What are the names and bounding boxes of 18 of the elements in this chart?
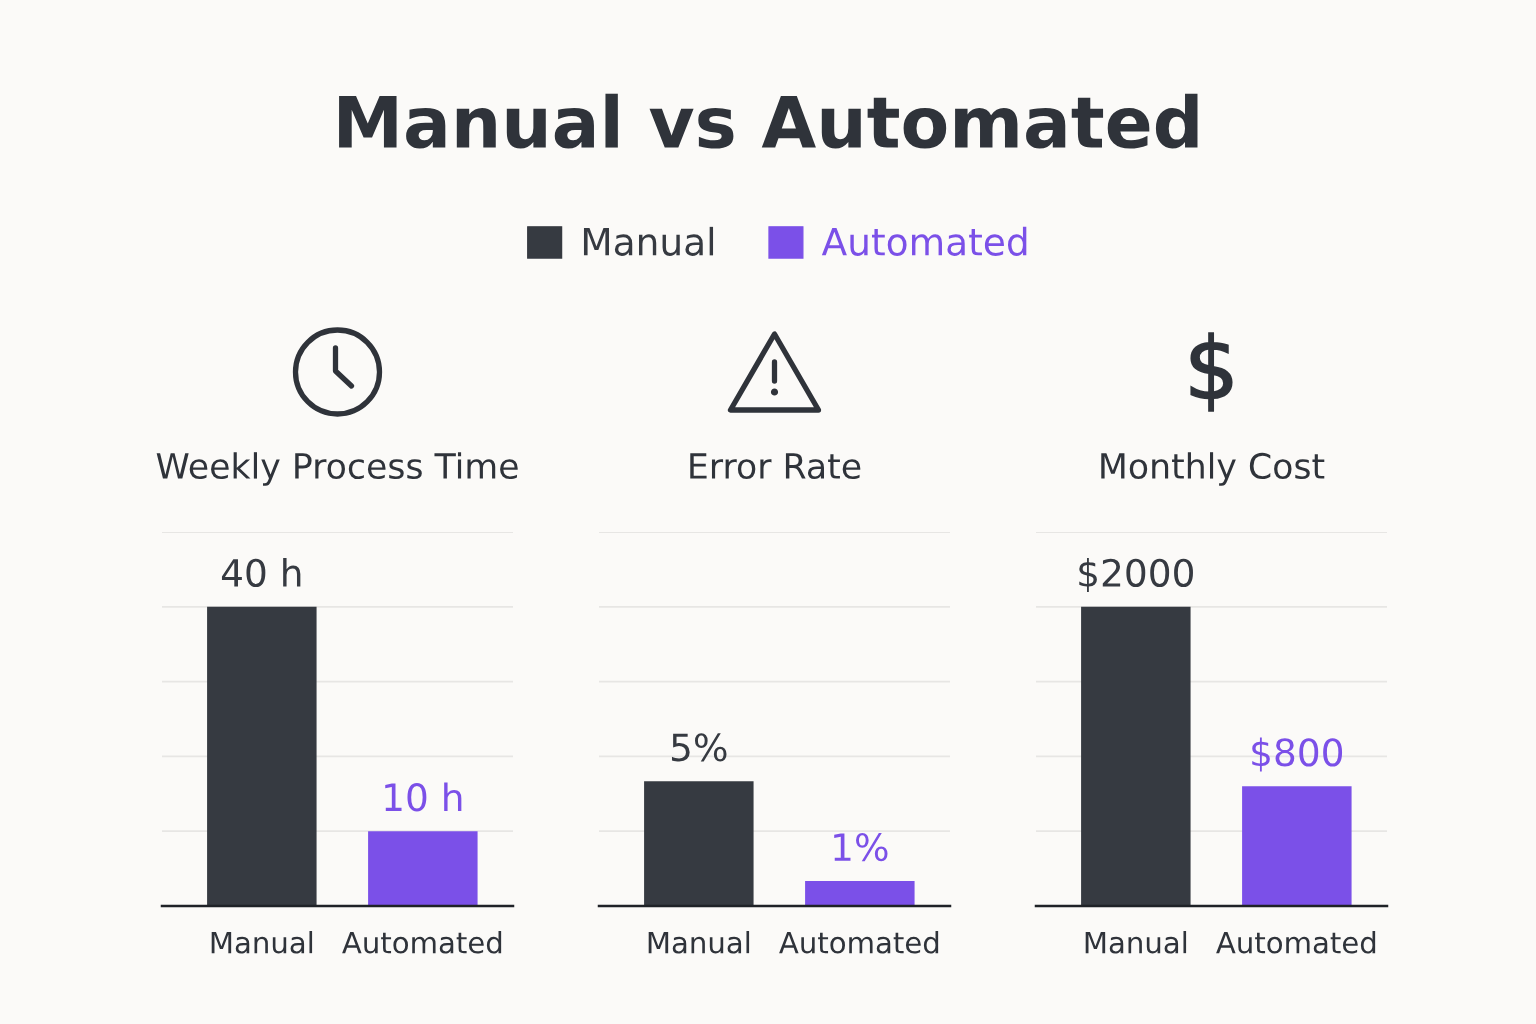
x-tick-label: Manual xyxy=(211,931,313,954)
data-label: $800 xyxy=(1252,737,1343,772)
x-tick-label: Automated xyxy=(1216,931,1376,954)
x-tick-label: Automated xyxy=(342,931,502,954)
legend-label: Manual xyxy=(583,226,714,256)
chart-title: Error Rate xyxy=(690,453,861,480)
legend-label: Automated xyxy=(821,226,1027,256)
data-label: 40 h xyxy=(221,558,301,588)
x-tick-label: Manual xyxy=(648,931,750,954)
chart-title: Weekly Process Time xyxy=(156,452,518,486)
x-tick-label: Automated xyxy=(779,931,939,954)
data-label: $2000 xyxy=(1079,558,1193,593)
text: Manual vs Automated xyxy=(339,93,1198,149)
x-tick-label: Manual xyxy=(1085,931,1187,954)
data-label: 10 h xyxy=(385,782,462,812)
chart-title: Monthly Cost xyxy=(1101,452,1325,486)
data-label: 1% xyxy=(834,832,888,862)
data-label: 5% xyxy=(671,733,727,762)
